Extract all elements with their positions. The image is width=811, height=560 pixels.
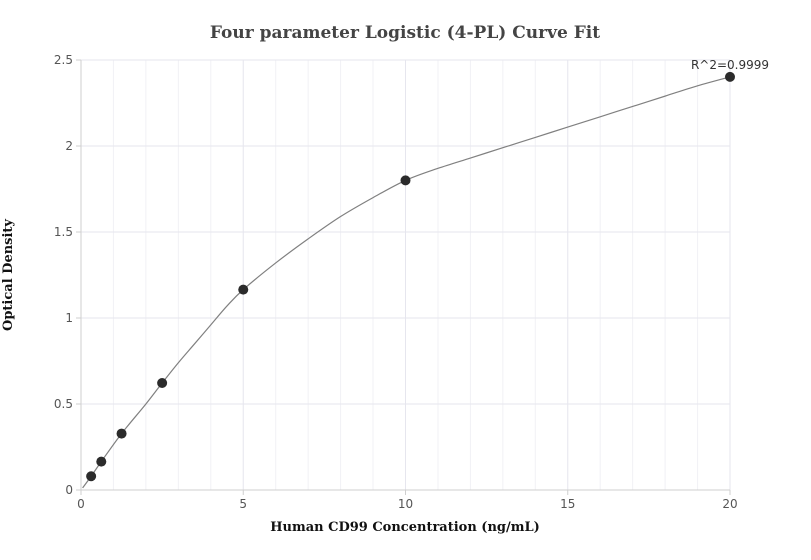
chart-title: Four parameter Logistic (4-PL) Curve Fit: [210, 23, 600, 43]
x-tick-label: 0: [77, 497, 85, 511]
y-tick-label: 1.5: [54, 225, 73, 239]
y-tick-label: 2.5: [54, 53, 73, 67]
data-point: [157, 378, 168, 389]
data-point: [116, 428, 127, 439]
y-tick-label: 0.5: [54, 397, 73, 411]
y-axis-title: Optical Density: [1, 219, 16, 331]
data-points: [86, 71, 735, 482]
axes: 0 5 10 15 20 0 0.5 1 1.5 2 2.5: [54, 53, 738, 511]
r-squared-annotation: R^2=0.9999: [691, 58, 769, 72]
data-point: [86, 471, 97, 482]
data-point: [96, 456, 107, 467]
y-tick-label: 1: [65, 311, 73, 325]
x-tick-label: 20: [722, 497, 737, 511]
y-tick-label: 0: [65, 483, 73, 497]
data-point: [725, 71, 735, 82]
x-tick-label: 15: [560, 497, 575, 511]
data-point: [400, 175, 411, 186]
fit-curve-layer: [82, 76, 731, 489]
x-tick-label: 10: [398, 497, 413, 511]
data-point: [238, 284, 249, 295]
y-tick-label: 2: [65, 139, 73, 153]
x-axis-title: Human CD99 Concentration (ng/mL): [270, 520, 540, 535]
x-tick-label: 5: [239, 497, 247, 511]
grid: [81, 59, 731, 490]
fit-curve: [82, 76, 731, 489]
